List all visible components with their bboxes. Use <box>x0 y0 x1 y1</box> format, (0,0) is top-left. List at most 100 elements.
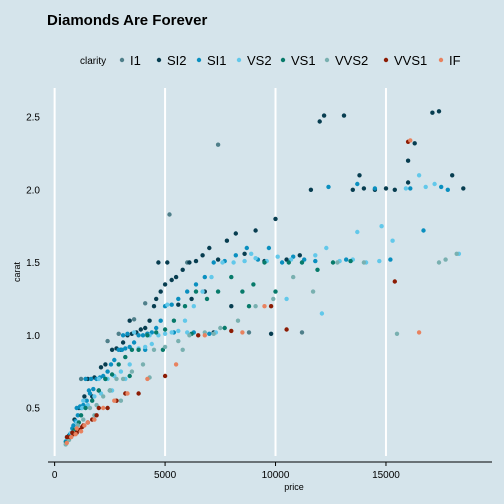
point-vvs1 <box>94 413 99 418</box>
point-si2 <box>138 327 143 332</box>
point-si2 <box>350 187 355 192</box>
point-vs1 <box>262 260 267 265</box>
point-vs1 <box>162 327 168 332</box>
chart-title: Diamonds Are Forever <box>47 12 208 29</box>
point-if <box>240 330 245 335</box>
point-si2 <box>120 340 126 345</box>
point-vs1 <box>78 413 84 418</box>
point-vvs2 <box>120 376 126 382</box>
point-vs1 <box>315 267 320 272</box>
point-si1 <box>119 347 125 352</box>
point-vs1 <box>136 347 141 352</box>
point-si2 <box>143 325 148 331</box>
point-si2 <box>127 318 132 323</box>
point-vs1 <box>123 354 128 360</box>
point-si2 <box>253 228 258 233</box>
point-vs2 <box>80 405 85 411</box>
point-si2 <box>450 173 455 178</box>
point-si2 <box>176 302 181 307</box>
point-vs1 <box>348 258 353 264</box>
point-vs1 <box>116 362 121 367</box>
point-i1 <box>246 330 252 335</box>
point-vvs1 <box>96 405 102 411</box>
point-si2 <box>436 109 442 114</box>
point-si1 <box>120 333 126 338</box>
point-si1 <box>71 423 76 428</box>
point-si1 <box>136 333 141 338</box>
point-vs2 <box>220 260 225 265</box>
point-vvs2 <box>454 251 459 256</box>
point-si1 <box>84 398 89 403</box>
point-vvs1 <box>229 328 234 334</box>
point-si2 <box>207 245 212 251</box>
point-vvs2 <box>271 296 276 302</box>
point-si1 <box>116 347 121 352</box>
point-vs2 <box>432 181 437 187</box>
legend-label-si2: SI2 <box>167 53 187 68</box>
point-si2 <box>361 186 367 191</box>
point-if <box>82 423 87 428</box>
point-si1 <box>421 228 426 233</box>
legend-key-vs2 <box>236 57 242 63</box>
point-vvs2 <box>253 304 258 309</box>
point-if <box>173 362 179 367</box>
point-si1 <box>233 253 238 258</box>
point-si2 <box>156 260 161 265</box>
point-si2 <box>412 141 417 146</box>
point-si1 <box>388 257 393 262</box>
point-vs2 <box>165 302 170 307</box>
point-vvs1 <box>284 327 289 332</box>
point-vvs2 <box>394 331 400 336</box>
point-vs2 <box>209 274 214 280</box>
point-if <box>125 391 130 396</box>
point-si1 <box>207 331 212 336</box>
point-si1 <box>244 245 249 251</box>
point-vs1 <box>182 304 188 309</box>
point-vs2 <box>81 398 86 403</box>
point-si2 <box>82 394 87 399</box>
point-si2 <box>341 113 347 118</box>
point-vs1 <box>129 347 135 352</box>
legend-label-vvs1: VVS1 <box>394 53 427 68</box>
point-vs1 <box>90 398 95 403</box>
legend-label-si1: SI1 <box>207 53 227 68</box>
point-si1 <box>202 274 207 280</box>
point-vvs2 <box>436 260 442 265</box>
point-vs2 <box>313 253 318 258</box>
point-i1 <box>105 338 110 344</box>
point-si1 <box>176 296 181 302</box>
point-vvs2 <box>87 405 93 411</box>
point-vs2 <box>182 318 188 323</box>
point-si1 <box>326 184 331 190</box>
point-vs1 <box>299 260 305 265</box>
point-si2 <box>98 365 104 370</box>
point-if <box>262 304 267 309</box>
point-vs2 <box>149 341 154 347</box>
point-vs1 <box>193 289 199 294</box>
point-si2 <box>229 304 234 309</box>
x-tick-label: 0 <box>52 470 58 481</box>
point-vvs2 <box>443 257 448 262</box>
point-si1 <box>91 386 96 392</box>
legend-key-vvs2 <box>324 57 330 63</box>
point-i1 <box>131 317 137 322</box>
y-axis-label: carat <box>12 262 22 283</box>
point-vvs1 <box>162 373 168 379</box>
legend-key-si1 <box>196 57 202 63</box>
point-si2 <box>173 274 179 280</box>
point-if <box>69 434 74 440</box>
legend-label-i1: I1 <box>130 53 141 68</box>
legend-key-vs1 <box>280 57 286 63</box>
point-vs2 <box>284 296 289 302</box>
point-si2 <box>189 296 194 302</box>
point-vs2 <box>423 184 428 190</box>
point-vvs1 <box>105 405 110 411</box>
point-if <box>92 417 97 422</box>
point-if <box>408 138 413 143</box>
point-vs2 <box>390 238 395 243</box>
point-vs2 <box>253 256 258 261</box>
point-if <box>112 398 117 403</box>
point-si1 <box>169 302 174 307</box>
